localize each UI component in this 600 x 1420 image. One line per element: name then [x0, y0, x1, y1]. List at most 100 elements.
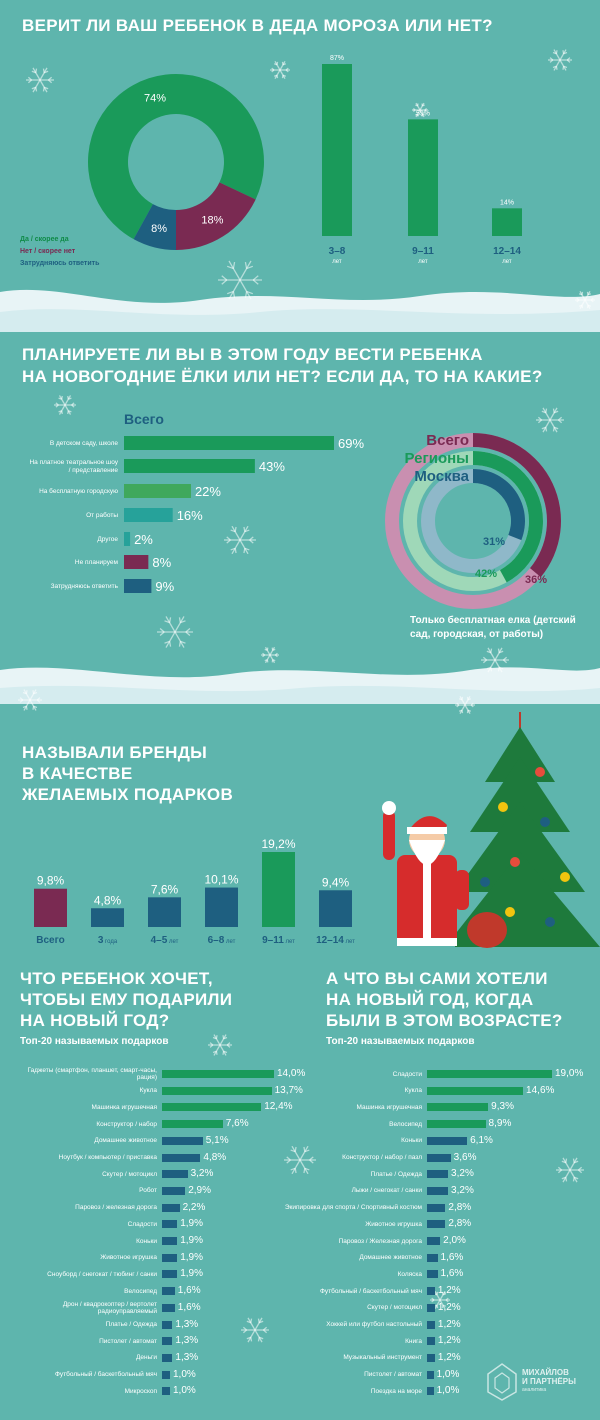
gift-bar — [162, 1237, 178, 1245]
brands-bar-chart: 9,8% Всего 4,8% 3 года 7,6% 4–5 лет 10,1% 6–8 л… — [34, 837, 355, 946]
ring-value-label: 42% — [475, 568, 497, 580]
age-bar-category: 3–8 — [329, 246, 346, 257]
section3-title-line2: В КАЧЕСТВЕ — [22, 764, 133, 783]
gift-label: Музыкальный инструмент — [343, 1354, 422, 1362]
rings-note: Только бесплатная елка (детский сад, гор… — [410, 615, 576, 640]
plans-bar-label: Другое — [97, 536, 118, 543]
brand-bar-value: 10,1% — [204, 873, 238, 887]
gift-bar — [427, 1353, 435, 1362]
plans-bar-label: / представление — [69, 467, 119, 474]
plans-bar-value: 8% — [152, 555, 171, 570]
gift-value: 2,9% — [188, 1184, 211, 1196]
gift-label: Скутер / мотоцикл — [102, 1170, 157, 1178]
gift-value: 7,6% — [225, 1118, 249, 1130]
age-bar-unit: лет — [502, 259, 512, 265]
gift-bar — [427, 1270, 438, 1279]
snowflake-icon — [430, 1291, 450, 1309]
section2-title-line2: НА НОВОГОДНИЕ ЁЛКИ ИЛИ НЕТ? ЕСЛИ ДА, ТО … — [22, 367, 543, 386]
plans-bar-value: 22% — [195, 484, 221, 499]
gift-label: Микроскоп — [124, 1387, 157, 1395]
legend-unsure: Затрудняюсь ответить — [20, 260, 100, 267]
gift-value: 1,3% — [175, 1318, 199, 1330]
donut-slice — [88, 74, 265, 240]
gift-label: Велосипед — [124, 1287, 157, 1295]
gift-value: 19,0% — [555, 1068, 584, 1079]
gift-bar — [427, 1253, 438, 1262]
gift-value: 6,1% — [470, 1134, 493, 1146]
gift-value: 14,0% — [277, 1068, 306, 1079]
plans-bar — [124, 579, 152, 593]
gift-value: 1,2% — [437, 1351, 461, 1363]
gift-bar — [162, 1170, 188, 1179]
ring-segment — [473, 469, 525, 541]
brand-bar-category: 3 года — [98, 935, 118, 946]
brand-bar-value: 9,8% — [37, 874, 65, 888]
gift-bar — [427, 1070, 552, 1078]
ring-series-name: Москва — [414, 468, 469, 485]
kids-gifts-chart: Гаджеты (смартфон, планшет, смарт-часы, … — [0, 1067, 305, 1418]
snowflake-icon — [556, 1157, 584, 1183]
age-bar — [408, 119, 438, 236]
age-bar-value: 87% — [330, 55, 344, 62]
gift-value: 1,6% — [440, 1268, 464, 1280]
plans-bar — [124, 484, 191, 498]
gift-label: Ноутбук / компьютер / приставка — [58, 1154, 157, 1161]
left-title-line2: ЧТОБЫ ЕМУ ПОДАРИЛИ — [20, 990, 233, 1009]
gift-value: 1,6% — [177, 1301, 201, 1313]
plans-bar-value: 9% — [155, 579, 174, 594]
section4-right-title: А ЧТО ВЫ САМИ ХОТЕЛИ НА НОВЫЙ ГОД, КОГДА… — [326, 968, 563, 1031]
age-bar-category: 9–11 — [412, 246, 434, 257]
gift-bar — [427, 1387, 434, 1396]
plans-bar-chart: Всего В детском саду, школе 69% На платное … — [29, 411, 364, 594]
gift-label: Коляска — [397, 1270, 422, 1278]
donut-value-label: 18% — [201, 214, 223, 226]
snowflake-icon — [270, 61, 290, 79]
gift-bar — [162, 1253, 178, 1262]
gift-label: Книга — [405, 1337, 422, 1345]
gift-value: 3,2% — [190, 1168, 214, 1180]
logo-line3: аналитика — [522, 1387, 547, 1393]
gift-label: Платье / Одежда — [370, 1170, 422, 1178]
gift-label: Коньки — [401, 1137, 422, 1145]
gift-bar — [427, 1303, 435, 1312]
gift-bar — [162, 1337, 173, 1346]
brand-bar — [34, 888, 67, 927]
gift-bar — [162, 1186, 186, 1195]
gift-label: Сладости — [392, 1070, 422, 1078]
gift-label: Сладости — [127, 1220, 157, 1228]
brand-bar-value: 9,4% — [322, 875, 350, 889]
snowflake-icon — [412, 102, 428, 118]
gift-value: 1,9% — [180, 1218, 203, 1230]
parents-gifts-chart: Сладости 19,0% Кукла 14,6% Машинка игрушечна… — [285, 1068, 600, 1418]
plans-bar — [124, 459, 255, 473]
gift-label: Коньки — [136, 1237, 157, 1245]
gift-bar — [162, 1136, 203, 1145]
gift-value: 1,2% — [437, 1285, 461, 1297]
gift-bar — [162, 1270, 178, 1279]
section2-title-line1: ПЛАНИРУЕТЕ ЛИ ВЫ В ЭТОМ ГОДУ ВЕСТИ РЕБЕН… — [22, 345, 483, 364]
snow-wave-1 — [0, 289, 600, 332]
age-bar-value: 59% — [416, 110, 430, 117]
gift-value: 1,9% — [180, 1235, 203, 1246]
gift-value: 1,2% — [437, 1318, 461, 1330]
gift-value: 1,0% — [173, 1368, 196, 1380]
gift-value: 1,9% — [180, 1251, 203, 1263]
gift-label: Конструктор / набор — [96, 1120, 157, 1128]
plans-bar-label: На платное театральное шоу — [29, 459, 118, 466]
gift-bar — [162, 1103, 262, 1112]
snowflake-icon — [218, 260, 262, 300]
gift-value: 3,6% — [453, 1151, 477, 1163]
plans-bar-label: На бесплатную городскую — [39, 487, 118, 495]
plans-bar-value: 69% — [338, 436, 364, 451]
gift-bar — [427, 1170, 449, 1179]
gift-value: 4,8% — [203, 1151, 227, 1163]
gift-bar — [162, 1303, 175, 1312]
brand-bar — [319, 890, 352, 927]
snow-wave-2 — [0, 667, 600, 704]
gift-value: 1,3% — [175, 1335, 199, 1347]
gift-value: 3,2% — [451, 1184, 474, 1196]
gift-value: 12,4% — [264, 1101, 293, 1113]
gift-value: 1,6% — [440, 1251, 464, 1263]
ring-value-label: 31% — [483, 536, 505, 548]
